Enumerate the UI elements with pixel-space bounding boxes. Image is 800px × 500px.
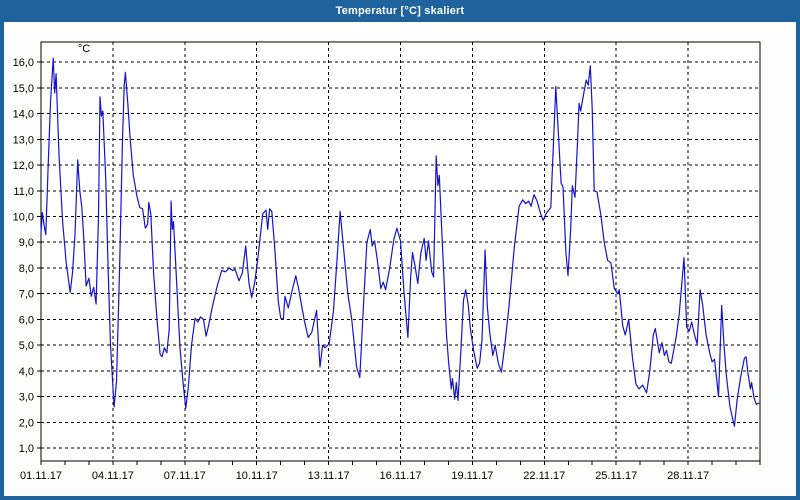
x-tick-label: 10.11.17	[236, 470, 278, 482]
y-tick-label: 12,0	[13, 160, 34, 172]
x-tick-label: 01.11.17	[20, 470, 62, 482]
chart-content-area: 1,0 2,0 3,0 4,0 5,0 6,0 7,0 8,0 9,0 10,0 11,0 12,0 1…	[4, 22, 796, 496]
window-title: Temperatur [°C] skaliert	[335, 5, 465, 17]
y-tick-label: 3,0	[19, 392, 34, 404]
y-tick-label: 5,0	[19, 340, 34, 352]
y-tick-label: 16,0	[13, 57, 34, 69]
y-tick-label: 10,0	[13, 211, 34, 223]
x-tick-label: 22.11.17	[523, 470, 565, 482]
x-tick-label: 19.11.17	[451, 470, 493, 482]
y-tick-label: 13,0	[13, 134, 34, 146]
temperature-chart: 1,0 2,0 3,0 4,0 5,0 6,0 7,0 8,0 9,0 10,0 11,0 12,0 1…	[13, 41, 761, 482]
y-tick-label: 9,0	[19, 237, 34, 249]
y-tick-label: 8,0	[19, 263, 34, 275]
x-tick-label: 16.11.17	[379, 470, 421, 482]
y-tick-label: 6,0	[19, 314, 34, 326]
temperature-series-line	[40, 57, 760, 427]
x-tick-label: 07.11.17	[164, 470, 206, 482]
y-tick-label: 1,0	[19, 443, 34, 455]
y-axis-unit-label: °C	[78, 43, 90, 55]
x-tick-label: 28.11.17	[667, 470, 709, 482]
x-tick-label: 25.11.17	[595, 470, 637, 482]
y-tick-label: 15,0	[13, 83, 34, 95]
x-tick-label: 13.11.17	[308, 470, 350, 482]
y-tick-label: 7,0	[19, 289, 34, 301]
y-tick-label: 14,0	[13, 109, 34, 121]
y-tick-label: 2,0	[19, 417, 34, 429]
window-titlebar: Temperatur [°C] skaliert	[0, 0, 800, 22]
y-tick-label: 11,0	[13, 186, 34, 198]
y-tick-label: 4,0	[19, 366, 34, 378]
x-tick-label: 04.11.17	[92, 470, 134, 482]
